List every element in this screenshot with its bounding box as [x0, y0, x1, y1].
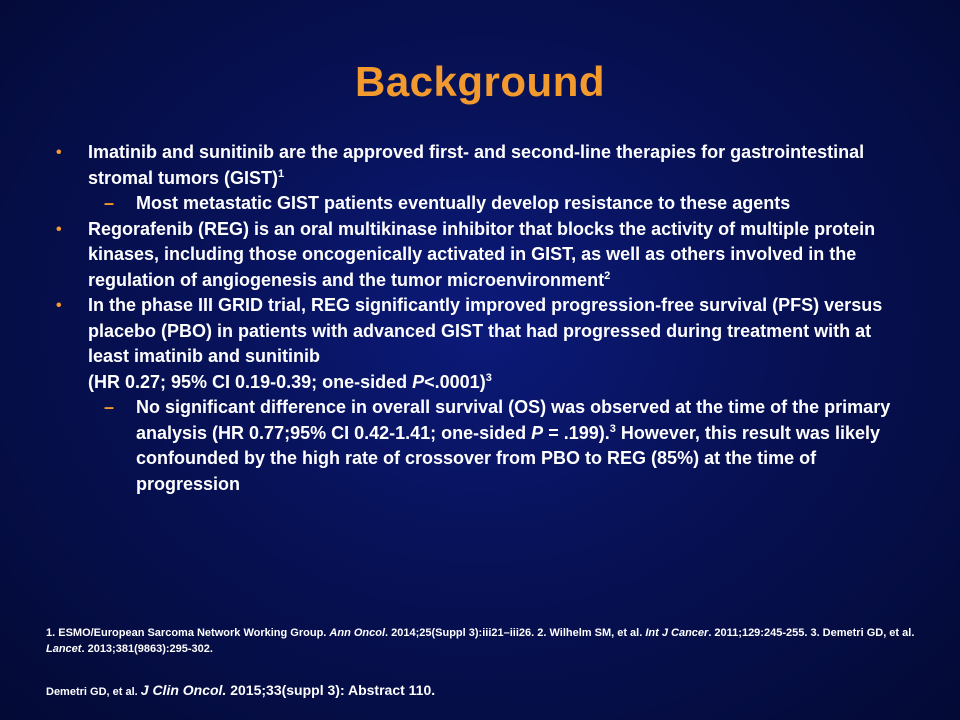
- sub-bullet-text: No significant difference in overall sur…: [136, 397, 891, 443]
- journal-name: Int J Cancer: [645, 627, 709, 639]
- p-value-symbol: P: [412, 371, 425, 392]
- citation-journal: J Clin Oncol.: [140, 682, 227, 698]
- sub-bullet-item-2: – No significant difference in overall s…: [56, 395, 916, 497]
- bullet-item-2: • Regorafenib (REG) is an oral multikina…: [56, 217, 916, 294]
- bullet-icon: •: [56, 144, 62, 161]
- sub-bullet-text-cont: However, this result was likely confound…: [136, 422, 880, 494]
- hazard-ratio-text: (HR 0.27; 95% CI 0.19-0.39; one-sided: [88, 371, 413, 392]
- citation-authors: Demetri GD, et al.: [46, 686, 141, 698]
- reference-text: . 2011;129:245-255. 3. Demetri GD, et al…: [708, 627, 915, 639]
- references: 1. ESMO/European Sarcoma Network Working…: [46, 625, 926, 657]
- bullet-item-3: • In the phase III GRID trial, REG signi…: [56, 293, 916, 395]
- footnote-ref: 3: [609, 422, 616, 435]
- footnote-ref: 3: [485, 371, 492, 384]
- journal-name: Lancet: [46, 643, 82, 655]
- source-citation: Demetri GD, et al. J Clin Oncol. 2015;33…: [46, 682, 926, 698]
- p-value-text: = .199).: [543, 422, 610, 443]
- bullet-icon: •: [56, 220, 62, 238]
- reference-text: . 2013;381(9863):295-302.: [81, 643, 213, 655]
- bullet-text: Imatinib and sunitinib are the approved …: [88, 142, 865, 188]
- citation-details: 2015;33(suppl 3): Abstract 110.: [226, 682, 436, 698]
- bullet-item-1: • Imatinib and sunitinib are the approve…: [56, 140, 916, 191]
- bullet-list: • Imatinib and sunitinib are the approve…: [56, 140, 916, 497]
- dash-icon: –: [104, 193, 115, 213]
- sub-bullet-text: Most metastatic GIST patients eventually…: [136, 193, 791, 213]
- bullet-text: Regorafenib (REG) is an oral multikinase…: [88, 218, 876, 290]
- dash-icon: –: [104, 397, 115, 417]
- footnote-ref: 2: [604, 269, 611, 282]
- footnote-ref: 1: [278, 167, 285, 180]
- bullet-icon: •: [56, 297, 62, 314]
- sub-bullet-item-1: – Most metastatic GIST patients eventual…: [56, 191, 916, 217]
- reference-text: 1. ESMO/European Sarcoma Network Working…: [46, 627, 330, 639]
- reference-text: . 2014;25(Suppl 3):iii21–iii26. 2. Wilhe…: [385, 627, 646, 639]
- slide-title: Background: [354, 58, 606, 105]
- bullet-text: In the phase III GRID trial, REG signifi…: [88, 295, 883, 366]
- p-value-symbol: P: [531, 422, 544, 443]
- journal-name: Ann Oncol: [329, 627, 386, 639]
- p-value-text: <.0001): [424, 371, 486, 392]
